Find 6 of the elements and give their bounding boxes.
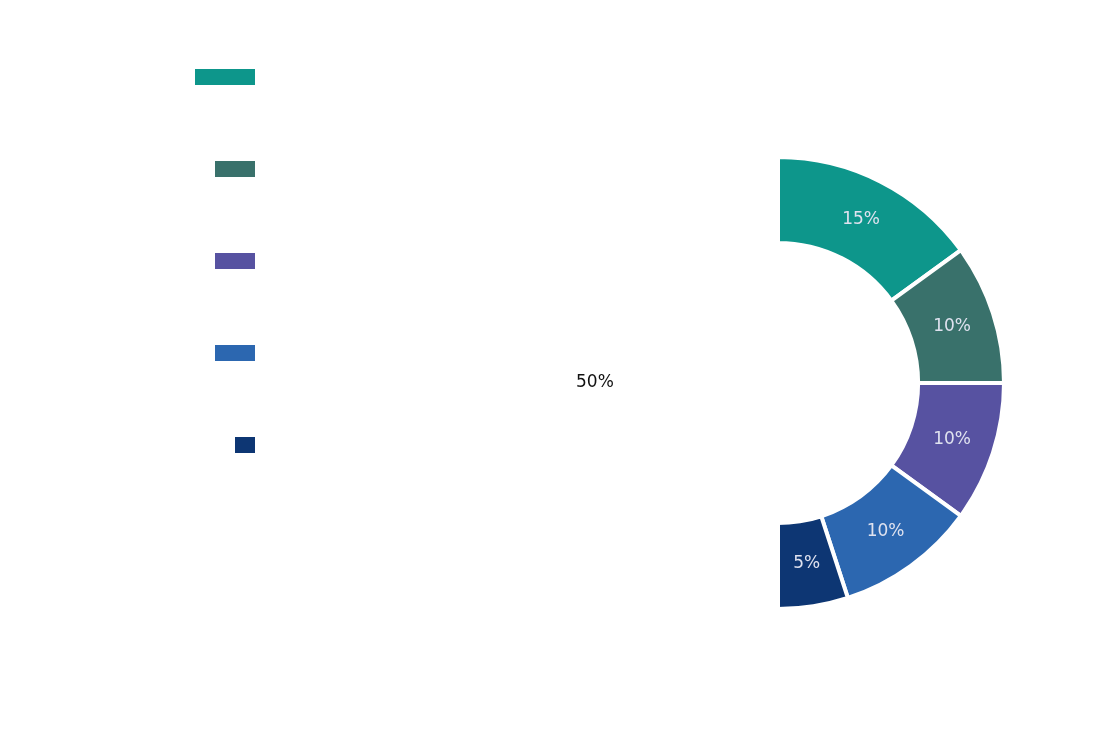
- data-label: 10%: [933, 314, 971, 335]
- data-label: 5%: [793, 552, 821, 573]
- data-label: 10%: [933, 427, 971, 448]
- data-label: 50%: [576, 371, 614, 392]
- data-label: 15%: [842, 208, 881, 229]
- data-label: 10%: [866, 519, 905, 540]
